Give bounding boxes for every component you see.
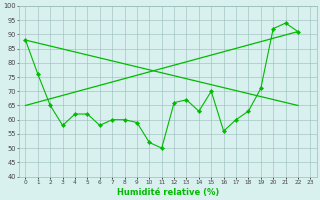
X-axis label: Humidité relative (%): Humidité relative (%): [117, 188, 219, 197]
